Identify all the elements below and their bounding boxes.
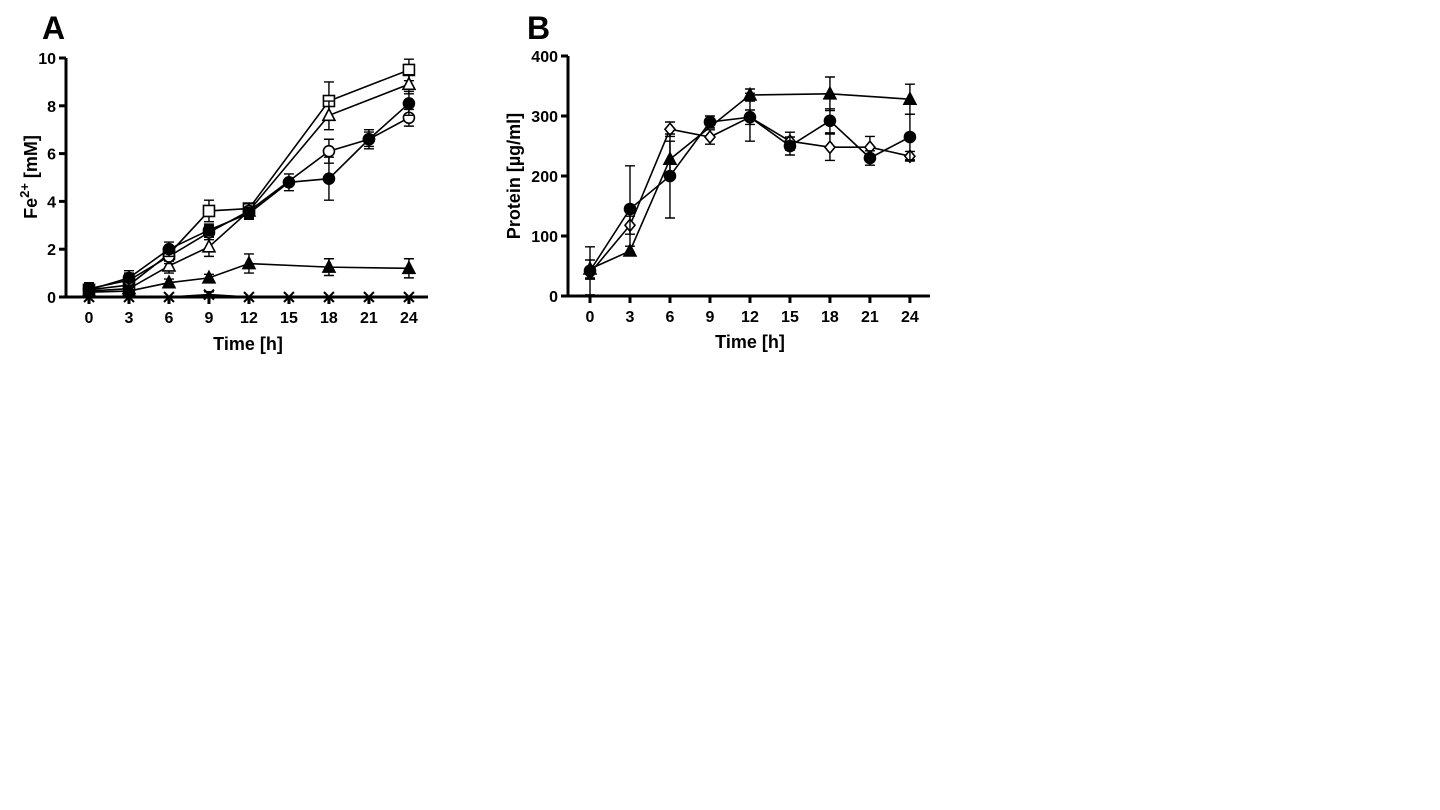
panel-label-a: A: [42, 10, 65, 46]
data-point: [321, 107, 337, 122]
data-point: [202, 204, 216, 218]
x-tick-label: 21: [861, 309, 879, 326]
x-tick-label: 6: [666, 309, 675, 326]
data-point: [363, 291, 375, 303]
y-axis-label: Protein [µg/ml]: [504, 113, 524, 239]
data-point: [242, 207, 256, 220]
y-tick-label: 10: [38, 51, 56, 68]
x-tick-label: 18: [320, 310, 338, 327]
data-point: [323, 291, 335, 303]
y-tick-label: 400: [531, 49, 558, 66]
data-point: [161, 257, 177, 272]
data-point: [823, 114, 837, 128]
data-point: [623, 202, 637, 216]
y-axis-label: Fe2+ [mM]: [17, 135, 41, 219]
data-point: [583, 264, 597, 278]
x-tick-label: 15: [280, 310, 298, 327]
chart-panel-b: B 0 100 200 300 400 0 3 6 9 12 15 18 21 24 Time [h] Prot…: [504, 10, 930, 352]
series-filled-circle: [583, 92, 917, 296]
data-point: [282, 175, 296, 189]
y-axis-label-unit: [mM]: [21, 135, 41, 183]
x-tick-label: 0: [85, 310, 94, 327]
x-tick-label: 9: [706, 309, 715, 326]
y-axis-label-superscript: 2+: [17, 183, 32, 198]
data-point: [783, 139, 797, 153]
data-point: [322, 172, 336, 185]
data-point: [703, 129, 717, 145]
x-tick-label: 21: [360, 310, 378, 327]
y-tick-label: 2: [47, 242, 56, 259]
data-point: [83, 291, 95, 303]
data-point: [321, 258, 337, 273]
data-point: [401, 260, 417, 275]
x-tick-label: 15: [781, 309, 799, 326]
data-point: [243, 291, 255, 303]
data-point: [402, 97, 416, 110]
x-tick-label: 6: [165, 310, 174, 327]
y-tick-label: 8: [47, 99, 56, 116]
x-axis-label: Time [h]: [715, 332, 785, 352]
data-point: [663, 169, 677, 183]
data-point: [863, 151, 877, 165]
y-axis-label-base: Protein [µg/ml]: [504, 113, 524, 239]
x-tick-label: 24: [400, 310, 418, 327]
x-tick-label: 24: [901, 309, 919, 326]
data-point: [203, 288, 215, 301]
data-point: [401, 76, 417, 91]
y-tick-label: 0: [47, 290, 56, 307]
data-point: [823, 139, 836, 155]
data-point: [241, 255, 257, 270]
data-point: [402, 63, 416, 77]
data-point: [703, 115, 717, 129]
data-point: [161, 274, 177, 289]
x-tick-label: 9: [205, 310, 214, 327]
x-axis-label: Time [h]: [213, 334, 283, 354]
y-tick-label: 200: [531, 169, 558, 186]
data-point: [362, 132, 376, 146]
panel-label-b: B: [527, 10, 550, 46]
data-point: [162, 242, 176, 256]
x-tick-label: 18: [821, 309, 839, 326]
data-point: [202, 223, 216, 237]
data-point: [201, 238, 217, 253]
data-point: [902, 90, 918, 105]
y-tick-label: 300: [531, 109, 558, 126]
y-tick-label: 6: [47, 147, 56, 164]
y-tick-label: 100: [531, 229, 558, 246]
y-tick-label: 4: [47, 194, 56, 211]
x-tick-label: 0: [586, 309, 595, 326]
series-cross: [83, 288, 415, 303]
data-point: [163, 291, 175, 303]
data-point: [403, 291, 415, 303]
x-tick-label: 12: [240, 310, 258, 327]
x-tick-label: 3: [125, 310, 134, 327]
data-point: [123, 291, 135, 303]
data-point: [283, 291, 295, 303]
data-point: [122, 271, 136, 285]
data-point: [322, 144, 336, 158]
data-point: [903, 130, 917, 144]
series-filled-circle: [82, 90, 416, 297]
y-tick-label: 0: [549, 289, 558, 306]
data-point: [743, 110, 757, 124]
data-point: [201, 269, 217, 284]
data-point: [822, 85, 838, 100]
y-axis-label-base: Fe: [21, 198, 41, 219]
x-tick-label: 3: [626, 309, 635, 326]
x-tick-label: 12: [741, 309, 759, 326]
